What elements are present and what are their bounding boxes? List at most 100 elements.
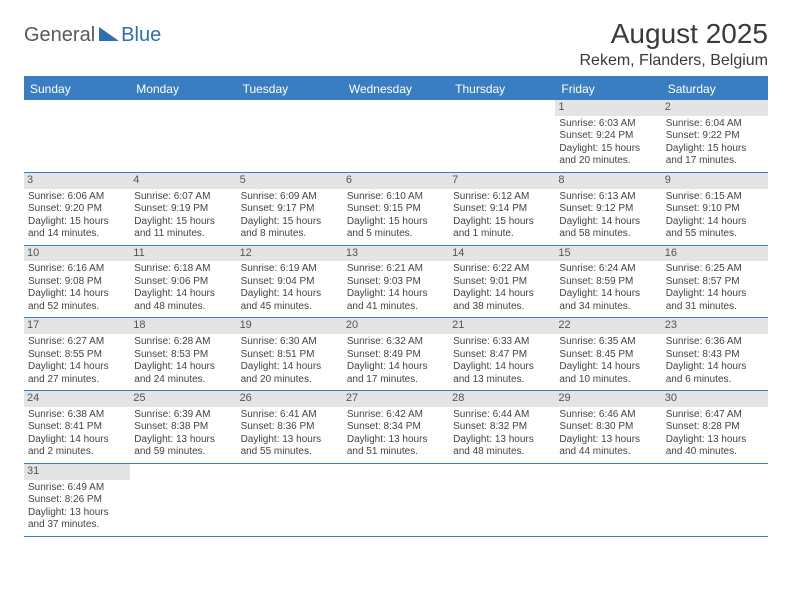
day-number: 24 xyxy=(24,391,130,407)
sunset-text: Sunset: 9:17 PM xyxy=(241,203,339,216)
day-number: 1 xyxy=(555,100,661,116)
daylight-text: Daylight: 14 hours and 45 minutes. xyxy=(241,288,339,313)
day-number: 9 xyxy=(662,173,768,189)
day-number: 28 xyxy=(449,391,555,407)
calendar-cell: 14Sunrise: 6:22 AMSunset: 9:01 PMDayligh… xyxy=(449,246,555,319)
daylight-text: Daylight: 13 hours and 51 minutes. xyxy=(347,434,445,459)
daylight-text: Daylight: 14 hours and 17 minutes. xyxy=(347,361,445,386)
day-number: 8 xyxy=(555,173,661,189)
day-number: 5 xyxy=(237,173,343,189)
sunset-text: Sunset: 8:43 PM xyxy=(666,349,764,362)
calendar-cell xyxy=(662,464,768,537)
calendar-cell: 11Sunrise: 6:18 AMSunset: 9:06 PMDayligh… xyxy=(130,246,236,319)
calendar-cell xyxy=(24,100,130,173)
sunrise-text: Sunrise: 6:04 AM xyxy=(666,118,764,131)
day-number: 4 xyxy=(130,173,236,189)
calendar-cell: 21Sunrise: 6:33 AMSunset: 8:47 PMDayligh… xyxy=(449,318,555,391)
sunset-text: Sunset: 8:38 PM xyxy=(134,421,232,434)
sunrise-text: Sunrise: 6:27 AM xyxy=(28,336,126,349)
calendar-cell: 5 Sunrise: 6:09 AMSunset: 9:17 PMDaylight… xyxy=(237,173,343,246)
sunrise-text: Sunrise: 6:44 AM xyxy=(453,409,551,422)
sunrise-text: Sunrise: 6:41 AM xyxy=(241,409,339,422)
calendar-cell: 30Sunrise: 6:47 AMSunset: 8:28 PMDayligh… xyxy=(662,391,768,464)
sunrise-text: Sunrise: 6:13 AM xyxy=(559,191,657,204)
daylight-text: Daylight: 14 hours and 20 minutes. xyxy=(241,361,339,386)
sail-icon xyxy=(99,27,119,41)
calendar-cell xyxy=(343,464,449,537)
sunrise-text: Sunrise: 6:12 AM xyxy=(453,191,551,204)
day-number: 13 xyxy=(343,246,449,262)
daylight-text: Daylight: 14 hours and 41 minutes. xyxy=(347,288,445,313)
sunrise-text: Sunrise: 6:30 AM xyxy=(241,336,339,349)
sunrise-text: Sunrise: 6:22 AM xyxy=(453,263,551,276)
daylight-text: Daylight: 14 hours and 58 minutes. xyxy=(559,216,657,241)
daylight-text: Daylight: 15 hours and 1 minute. xyxy=(453,216,551,241)
sunrise-text: Sunrise: 6:10 AM xyxy=(347,191,445,204)
sunrise-text: Sunrise: 6:07 AM xyxy=(134,191,232,204)
calendar-cell: 9Sunrise: 6:15 AMSunset: 9:10 PMDaylight… xyxy=(662,173,768,246)
day-number: 6 xyxy=(343,173,449,189)
calendar-cell: 20Sunrise: 6:32 AMSunset: 8:49 PMDayligh… xyxy=(343,318,449,391)
day-header: Friday xyxy=(555,78,661,100)
logo-blue: Blue xyxy=(121,24,161,47)
sunset-text: Sunset: 8:53 PM xyxy=(134,349,232,362)
day-header: Monday xyxy=(130,78,236,100)
daylight-text: Daylight: 14 hours and 6 minutes. xyxy=(666,361,764,386)
sunset-text: Sunset: 8:49 PM xyxy=(347,349,445,362)
calendar-cell xyxy=(237,464,343,537)
daylight-text: Daylight: 14 hours and 52 minutes. xyxy=(28,288,126,313)
sunset-text: Sunset: 9:24 PM xyxy=(559,130,657,143)
logo-general: General xyxy=(24,24,95,47)
daylight-text: Daylight: 14 hours and 27 minutes. xyxy=(28,361,126,386)
sunset-text: Sunset: 9:19 PM xyxy=(134,203,232,216)
day-number: 27 xyxy=(343,391,449,407)
header: General Blue August 2025 Rekem, Flanders… xyxy=(24,18,768,70)
calendar-cell: 8 Sunrise: 6:13 AMSunset: 9:12 PMDaylight… xyxy=(555,173,661,246)
day-number: 18 xyxy=(130,318,236,334)
calendar-cell xyxy=(449,464,555,537)
daylight-text: Daylight: 13 hours and 40 minutes. xyxy=(666,434,764,459)
sunrise-text: Sunrise: 6:47 AM xyxy=(666,409,764,422)
sunrise-text: Sunrise: 6:21 AM xyxy=(347,263,445,276)
daylight-text: Daylight: 13 hours and 44 minutes. xyxy=(559,434,657,459)
sunrise-text: Sunrise: 6:33 AM xyxy=(453,336,551,349)
daylight-text: Daylight: 14 hours and 13 minutes. xyxy=(453,361,551,386)
calendar-cell: 16Sunrise: 6:25 AMSunset: 8:57 PMDayligh… xyxy=(662,246,768,319)
sunset-text: Sunset: 8:51 PM xyxy=(241,349,339,362)
sunrise-text: Sunrise: 6:32 AM xyxy=(347,336,445,349)
daylight-text: Daylight: 13 hours and 48 minutes. xyxy=(453,434,551,459)
day-number: 23 xyxy=(662,318,768,334)
sunset-text: Sunset: 8:55 PM xyxy=(28,349,126,362)
page: General Blue August 2025 Rekem, Flanders… xyxy=(0,0,792,555)
daylight-text: Daylight: 14 hours and 10 minutes. xyxy=(559,361,657,386)
sunrise-text: Sunrise: 6:03 AM xyxy=(559,118,657,131)
calendar-cell: 24Sunrise: 6:38 AMSunset: 8:41 PMDayligh… xyxy=(24,391,130,464)
calendar-cell: 1 Sunrise: 6:03 AMSunset: 9:24 PMDaylight… xyxy=(555,100,661,173)
sunrise-text: Sunrise: 6:09 AM xyxy=(241,191,339,204)
calendar-cell: 13Sunrise: 6:21 AMSunset: 9:03 PMDayligh… xyxy=(343,246,449,319)
daylight-text: Daylight: 15 hours and 8 minutes. xyxy=(241,216,339,241)
day-number: 12 xyxy=(237,246,343,262)
sunset-text: Sunset: 8:26 PM xyxy=(28,494,126,507)
day-number: 11 xyxy=(130,246,236,262)
day-number: 26 xyxy=(237,391,343,407)
calendar-cell: 22Sunrise: 6:35 AMSunset: 8:45 PMDayligh… xyxy=(555,318,661,391)
daylight-text: Daylight: 15 hours and 14 minutes. xyxy=(28,216,126,241)
daylight-text: Daylight: 15 hours and 20 minutes. xyxy=(559,143,657,168)
calendar-cell: 25Sunrise: 6:39 AMSunset: 8:38 PMDayligh… xyxy=(130,391,236,464)
calendar-cell: 2Sunrise: 6:04 AMSunset: 9:22 PMDaylight… xyxy=(662,100,768,173)
sunrise-text: Sunrise: 6:36 AM xyxy=(666,336,764,349)
calendar-cell xyxy=(237,100,343,173)
sunset-text: Sunset: 9:14 PM xyxy=(453,203,551,216)
sunset-text: Sunset: 8:28 PM xyxy=(666,421,764,434)
daylight-text: Daylight: 14 hours and 2 minutes. xyxy=(28,434,126,459)
sunset-text: Sunset: 9:12 PM xyxy=(559,203,657,216)
month-title: August 2025 xyxy=(579,18,768,50)
sunrise-text: Sunrise: 6:39 AM xyxy=(134,409,232,422)
day-number: 21 xyxy=(449,318,555,334)
calendar-cell xyxy=(449,100,555,173)
day-number: 14 xyxy=(449,246,555,262)
sunrise-text: Sunrise: 6:16 AM xyxy=(28,263,126,276)
calendar-cell: 3Sunrise: 6:06 AMSunset: 9:20 PMDaylight… xyxy=(24,173,130,246)
sunrise-text: Sunrise: 6:25 AM xyxy=(666,263,764,276)
